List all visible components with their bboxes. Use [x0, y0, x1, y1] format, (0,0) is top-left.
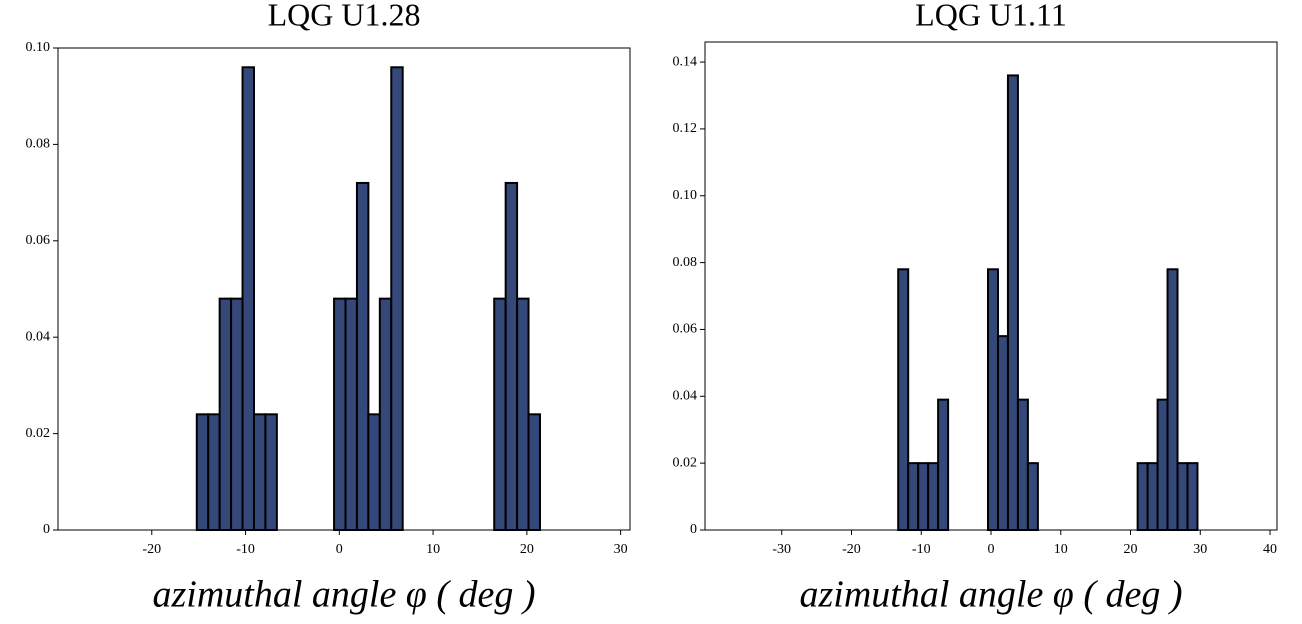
y-tick-label: 0.04	[673, 389, 698, 404]
bar	[1146, 462, 1159, 532]
x-tick-label: -10	[236, 542, 255, 557]
bar	[378, 297, 393, 532]
bar	[937, 398, 950, 531]
bar	[493, 297, 507, 532]
y-tick-label: 0.10	[673, 188, 698, 203]
x-axis-label: azimuthal angle φ ( deg )	[152, 574, 535, 616]
y-tick-label: 0.08	[26, 137, 51, 152]
x-tick-label: 30	[1193, 542, 1207, 557]
x-tick-label: 40	[1263, 542, 1277, 557]
y-tick-label: 0.04	[26, 329, 51, 344]
bar	[527, 413, 541, 532]
x-tick-label: 10	[426, 542, 440, 557]
y-tick-label: 0.10	[26, 40, 51, 55]
bar	[390, 66, 404, 531]
y-tick-label: 0.08	[673, 255, 698, 270]
x-tick-label: 20	[520, 542, 534, 557]
bar	[516, 297, 530, 532]
x-tick-label: 0	[988, 542, 995, 557]
bar	[1136, 462, 1149, 532]
y-tick-label: 0.12	[673, 121, 698, 136]
bar	[241, 66, 255, 531]
y-tick-label: 0.06	[26, 233, 51, 248]
x-tick-label: -20	[142, 542, 161, 557]
bar	[927, 462, 940, 532]
bar	[1156, 398, 1169, 531]
y-tick-label: 0.02	[26, 426, 51, 441]
x-tick-label: -10	[912, 542, 931, 557]
bar	[1166, 268, 1179, 531]
bar	[367, 413, 381, 532]
chart-title: LQG U1.28	[268, 0, 421, 32]
bar	[344, 297, 358, 532]
chart-title: LQG U1.11	[915, 0, 1067, 32]
x-axis-label: azimuthal angle φ ( deg )	[799, 574, 1182, 616]
bar	[1006, 74, 1019, 532]
x-tick-label: 10	[1054, 542, 1068, 557]
x-tick-label: -30	[772, 542, 791, 557]
x-tick-label: 30	[614, 542, 628, 557]
bar	[252, 413, 267, 532]
y-tick-label: 0.14	[673, 54, 698, 69]
bar	[987, 268, 999, 531]
bar	[1176, 462, 1189, 532]
bar	[230, 297, 244, 532]
bar	[333, 297, 347, 532]
y-tick-label: 0	[43, 522, 50, 537]
bar	[897, 268, 910, 531]
x-tick-label: -20	[842, 542, 861, 557]
bar	[355, 181, 370, 532]
bar	[218, 297, 233, 532]
bar	[917, 462, 930, 532]
bar	[1026, 462, 1039, 532]
bar	[907, 462, 920, 532]
bar	[207, 413, 221, 532]
y-tick-label: 0.06	[673, 322, 698, 337]
bar	[195, 413, 210, 532]
bar	[264, 413, 278, 532]
y-tick-label: 0.02	[673, 455, 698, 470]
bar	[1186, 462, 1199, 532]
y-tick-label: 0	[690, 522, 697, 537]
bar	[996, 335, 1009, 531]
bar	[504, 181, 519, 532]
x-tick-label: 0	[336, 542, 343, 557]
x-tick-label: 20	[1124, 542, 1138, 557]
bar	[1016, 398, 1029, 531]
